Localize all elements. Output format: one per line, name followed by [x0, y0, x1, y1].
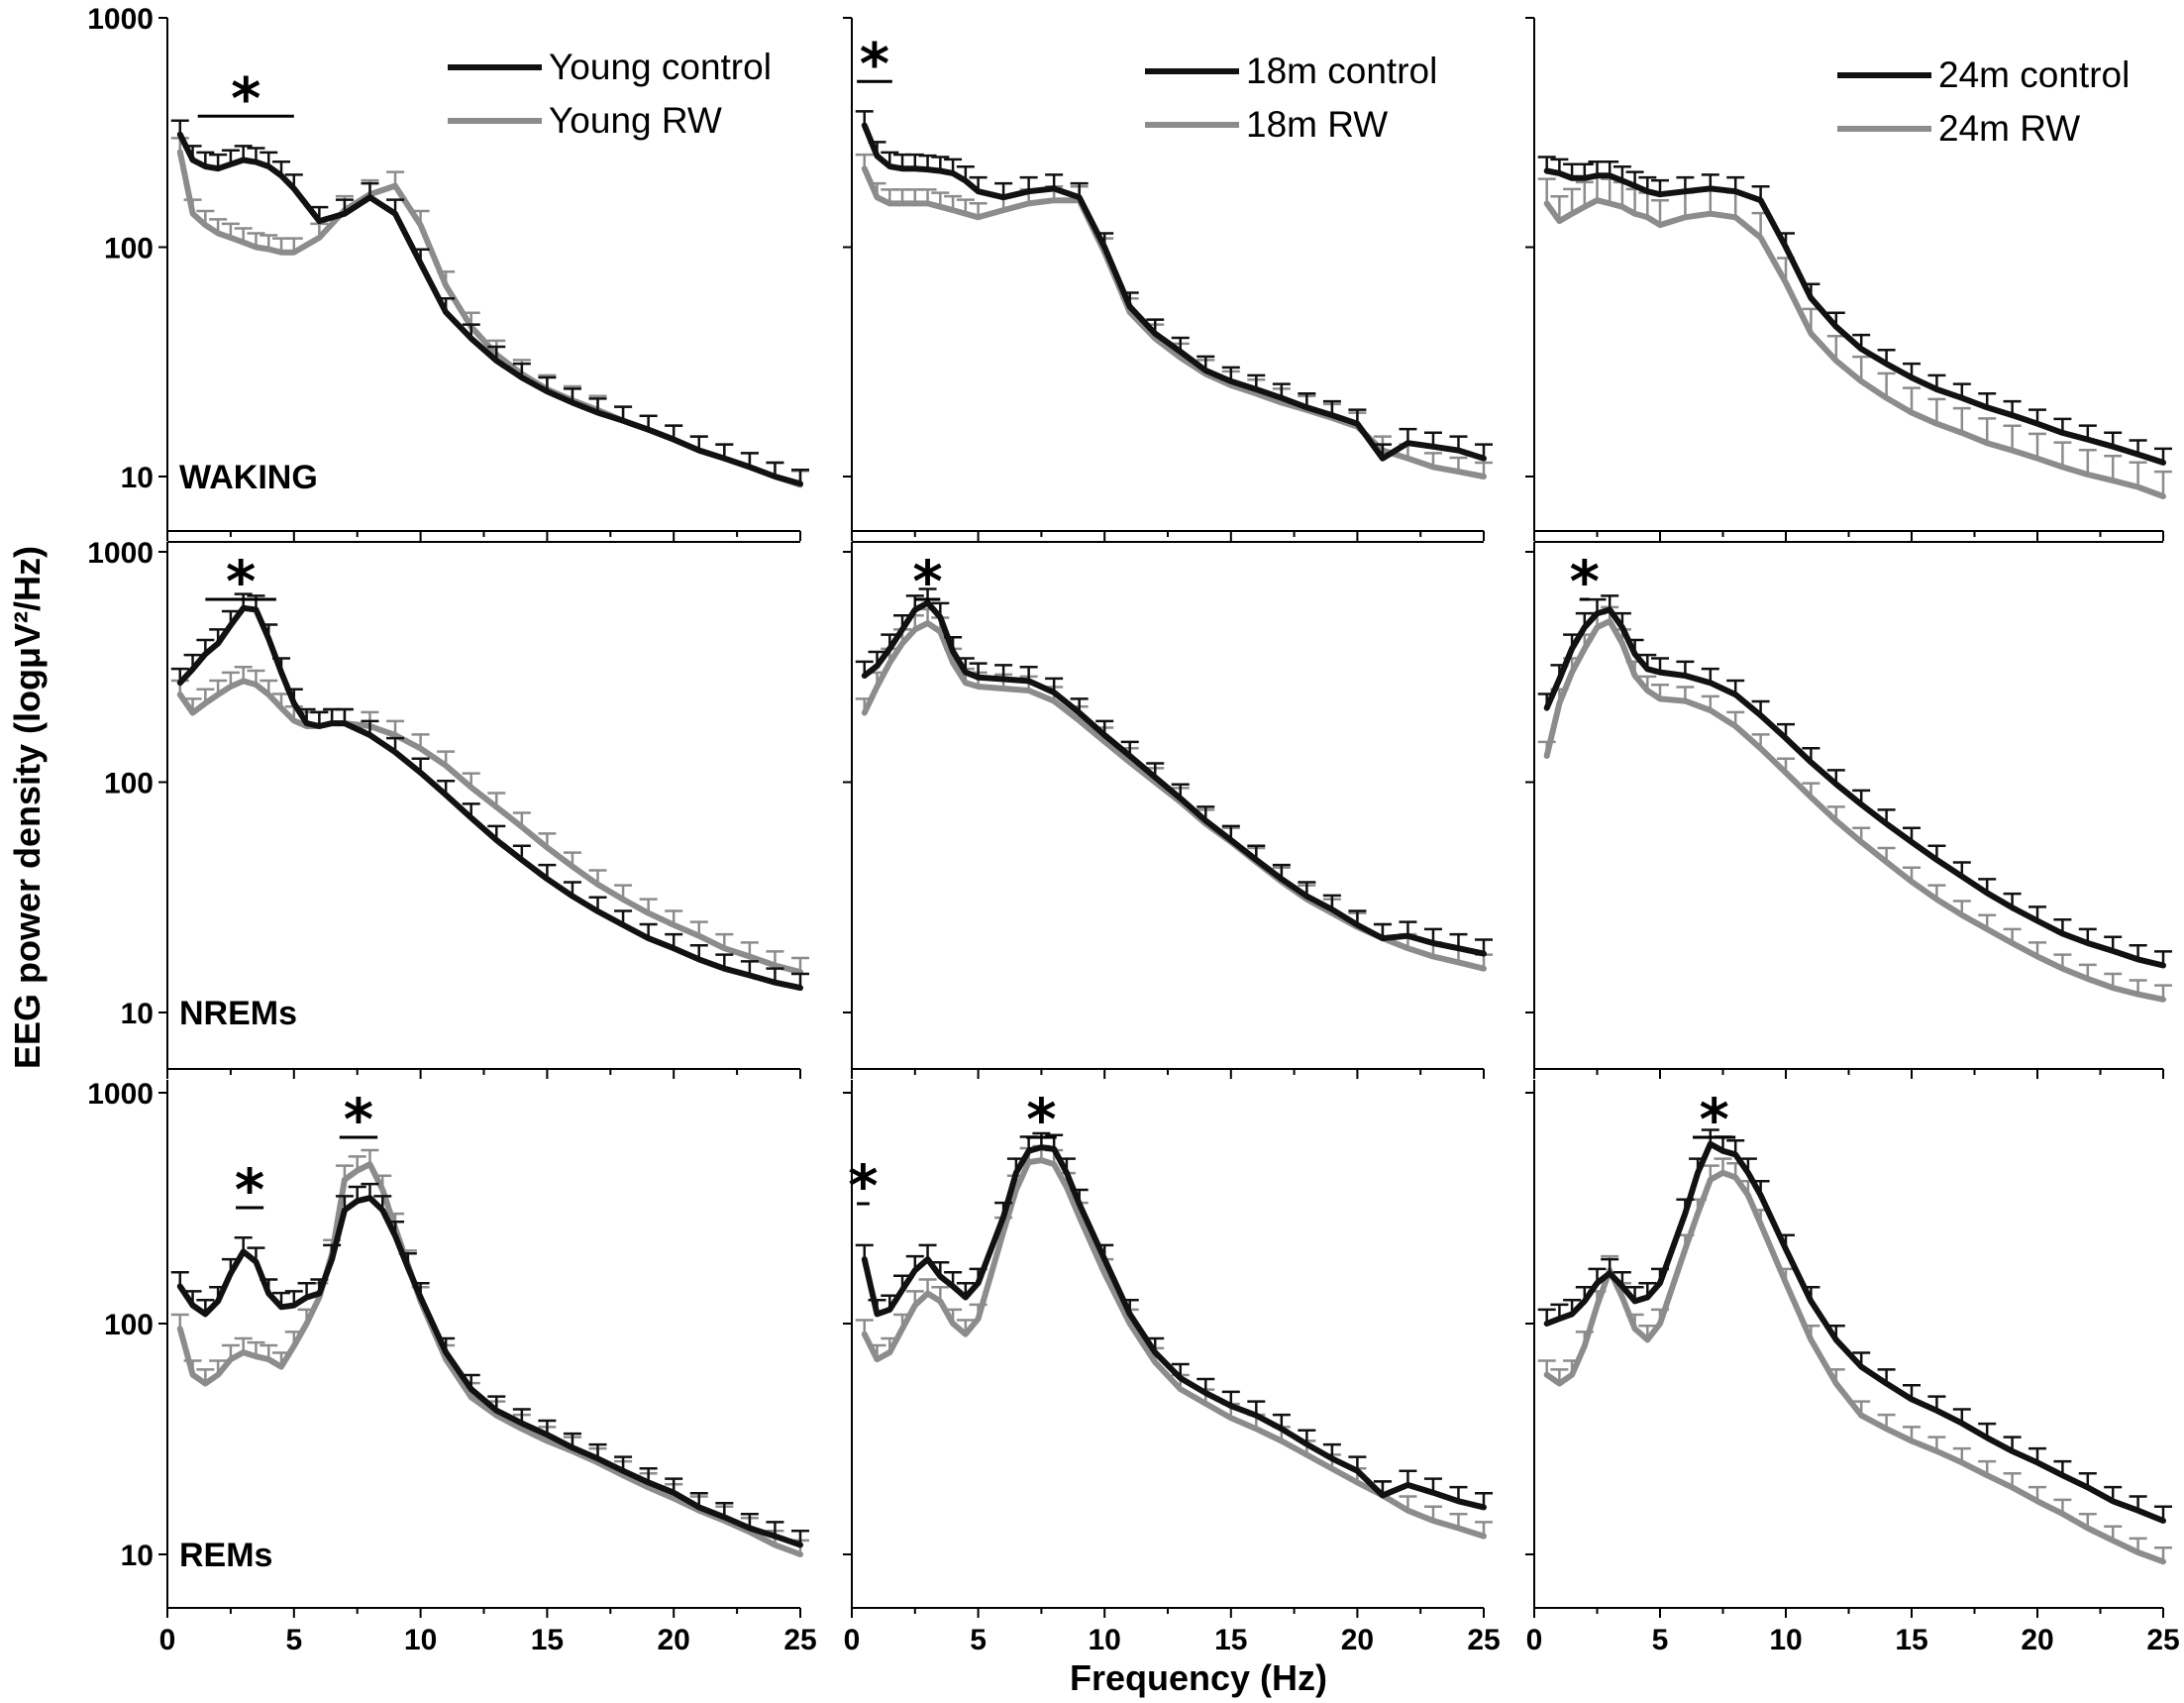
y-tick-label: 100: [104, 1309, 154, 1341]
panel-r1-c2-significance-star: *: [1570, 548, 1600, 615]
x-tick-label: 10: [1089, 1624, 1121, 1656]
x-tick-label: 0: [1526, 1624, 1543, 1656]
panel-r2-c2-control-line: [1543, 1140, 2166, 1524]
legend-rw-label: 24m RW: [1938, 108, 2080, 149]
y-tick-label: 1000: [87, 3, 154, 36]
y-tick-label: 100: [104, 768, 154, 800]
panel-r0-c1-control-series: [855, 110, 1493, 462]
panel-r2-c2: 0 5 10 15 20 25 *: [1525, 1080, 2180, 1656]
panel-r1-c0-control-line: [176, 604, 803, 992]
panel-r0-c0-control-series: [170, 119, 809, 487]
panel-r0-c1-significance-star: *: [860, 30, 889, 97]
panel-r1-c1-significance-star: *: [912, 548, 942, 615]
legend-1: 18m control 18m RW: [1145, 51, 1437, 145]
legend-control-label: Young control: [549, 47, 772, 87]
panel-r1-c1-control-series: [855, 587, 1493, 957]
panel-r0-c1: * 18m control 18m RW: [843, 17, 1493, 541]
x-axis-title: Frequency (Hz): [1070, 1657, 1327, 1698]
y-tick-label: 10: [121, 462, 154, 494]
panel-r2-c0-significance-star: *: [235, 1156, 264, 1224]
legend-0: Young control Young RW: [448, 47, 772, 141]
panel-r0-c2-rw-line: [1543, 197, 2166, 499]
panel-r2-c2-control-series: [1537, 1128, 2172, 1524]
x-tick-label: 15: [531, 1624, 564, 1656]
state-label-rems: REMs: [179, 1537, 272, 1574]
panel-r1-c0-control-series: [170, 592, 809, 992]
y-tick-label: 1000: [87, 1078, 154, 1111]
panel-r0-c1-control-line: [861, 122, 1487, 462]
panel-r0-c2: 24m control 24m RW: [1525, 17, 2172, 541]
panel-r1-c2: *: [1525, 541, 2172, 1079]
legend-control-label: 18m control: [1246, 51, 1437, 91]
x-tick-label: 5: [970, 1624, 987, 1656]
x-tick-label: 15: [1214, 1624, 1247, 1656]
panel-r2-c1: 0 5 10 15 20 25 * *: [843, 1080, 1501, 1656]
y-tick-label: 10: [121, 998, 154, 1030]
x-tick-label: 10: [1769, 1624, 1802, 1656]
legend-rw-label: Young RW: [549, 100, 722, 141]
panel-r1-c2-rw-line: [1543, 618, 2166, 1003]
panel-r2-c0-control-line: [176, 1195, 803, 1548]
x-tick-label: 20: [658, 1624, 690, 1656]
state-label-waking: WAKING: [179, 459, 318, 496]
panel-r2-c1-significance-star: *: [848, 1152, 878, 1220]
x-tick-label: 15: [1895, 1624, 1927, 1656]
panel-r2-c1-control-line: [861, 1144, 1487, 1511]
panel-r0-c2-control-series: [1537, 156, 2172, 466]
y-tick-label: 100: [104, 233, 154, 266]
x-tick-label: 10: [404, 1624, 437, 1656]
panel-r2-c0-control-series: [170, 1182, 809, 1548]
state-label-nrems: NREMs: [179, 995, 297, 1032]
panel-r1-c1: *: [843, 541, 1493, 1079]
x-tick-label: 25: [783, 1624, 816, 1656]
y-tick-label: 10: [121, 1540, 154, 1572]
panel-r0-c0: 1000 100 10 * WAKING Young control Young RW: [87, 3, 809, 541]
panel-r1-c0-rw-line: [176, 678, 803, 976]
x-tick-label: 5: [285, 1624, 302, 1656]
legend-2: 24m control 24m RW: [1837, 54, 2130, 149]
x-tick-label: 20: [2021, 1624, 2053, 1656]
x-tick-label: 25: [2146, 1624, 2179, 1656]
panel-r1-c0-significance-star: *: [226, 548, 256, 615]
panel-r1-c2-control-series: [1537, 594, 2172, 969]
x-tick-label: 25: [1467, 1624, 1500, 1656]
x-tick-label: 0: [844, 1624, 861, 1656]
x-tick-label: 0: [159, 1624, 176, 1656]
panel-r1-c2-rw-series: [1537, 605, 2172, 1003]
panel-r2-c1-significance-star: *: [1026, 1086, 1056, 1153]
panel-r2-c2-significance-star: *: [1699, 1086, 1728, 1153]
y-tick-label: 1000: [87, 537, 154, 570]
panel-r2-c1-control-series: [855, 1131, 1493, 1511]
legend-rw-label: 18m RW: [1246, 104, 1388, 145]
panel-r1-c0: 1000 100 10 * NREMs: [87, 537, 809, 1079]
panel-r1-c1-control-line: [861, 599, 1487, 957]
panel-r0-c2-control-line: [1543, 167, 2166, 466]
legend-control-label: 24m control: [1938, 54, 2130, 95]
y-axis-title: EEG power density (logμV²/Hz): [7, 546, 48, 1069]
panel-r0-c0-control-line: [176, 131, 803, 487]
panel-r0-c0-significance-star: *: [231, 64, 260, 132]
panel-r2-c1-rw-line: [861, 1157, 1487, 1540]
panel-r2-c0-significance-star: *: [344, 1086, 373, 1153]
x-tick-label: 5: [1652, 1624, 1669, 1656]
panel-r1-c2-control-line: [1543, 606, 2166, 969]
x-tick-label: 20: [1341, 1624, 1374, 1656]
